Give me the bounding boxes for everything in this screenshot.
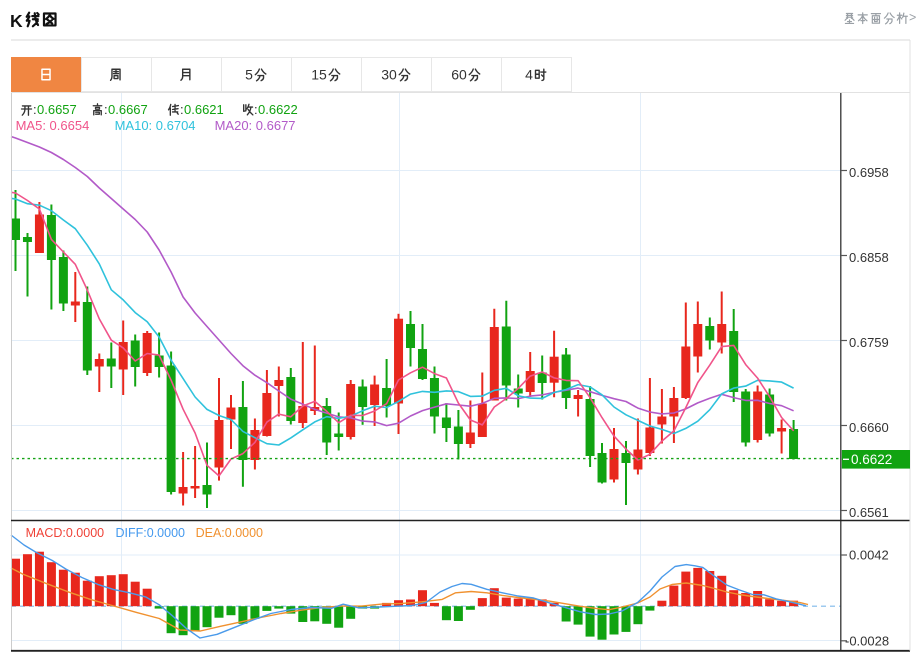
svg-text::: : (254, 102, 258, 117)
svg-text:DIFF:0.0000: DIFF:0.0000 (116, 526, 186, 540)
svg-text:DEA:0.0000: DEA:0.0000 (196, 526, 263, 540)
svg-text:0.6561: 0.6561 (849, 505, 889, 520)
svg-text:0.6622: 0.6622 (851, 452, 892, 467)
svg-text:0.6657: 0.6657 (37, 102, 77, 117)
svg-text:-0.0028: -0.0028 (845, 633, 889, 648)
svg-text:60: 60 (451, 67, 467, 83)
svg-text:0.6660: 0.6660 (849, 420, 889, 435)
svg-text:K: K (10, 11, 23, 31)
svg-text:0.6958: 0.6958 (849, 165, 889, 180)
svg-text:MA10: 0.6704: MA10: 0.6704 (115, 118, 196, 133)
svg-text::: : (104, 102, 108, 117)
svg-text:4: 4 (525, 67, 533, 83)
svg-text:15: 15 (311, 67, 327, 83)
svg-text:5: 5 (245, 67, 253, 83)
svg-text:0.6759: 0.6759 (849, 335, 889, 350)
svg-text:>: > (909, 11, 916, 25)
svg-text:0.6621: 0.6621 (184, 102, 224, 117)
svg-text::: : (33, 102, 37, 117)
svg-text:0.6858: 0.6858 (849, 250, 889, 265)
svg-text:0.0042: 0.0042 (849, 548, 889, 563)
svg-text:MA5: 0.6654: MA5: 0.6654 (16, 118, 90, 133)
svg-text:0.6622: 0.6622 (258, 102, 298, 117)
svg-text:MA20: 0.6677: MA20: 0.6677 (215, 118, 296, 133)
svg-text:0.6667: 0.6667 (108, 102, 148, 117)
svg-text:MACD:0.0000: MACD:0.0000 (26, 526, 105, 540)
svg-text:30: 30 (381, 67, 397, 83)
svg-text::: : (180, 102, 184, 117)
